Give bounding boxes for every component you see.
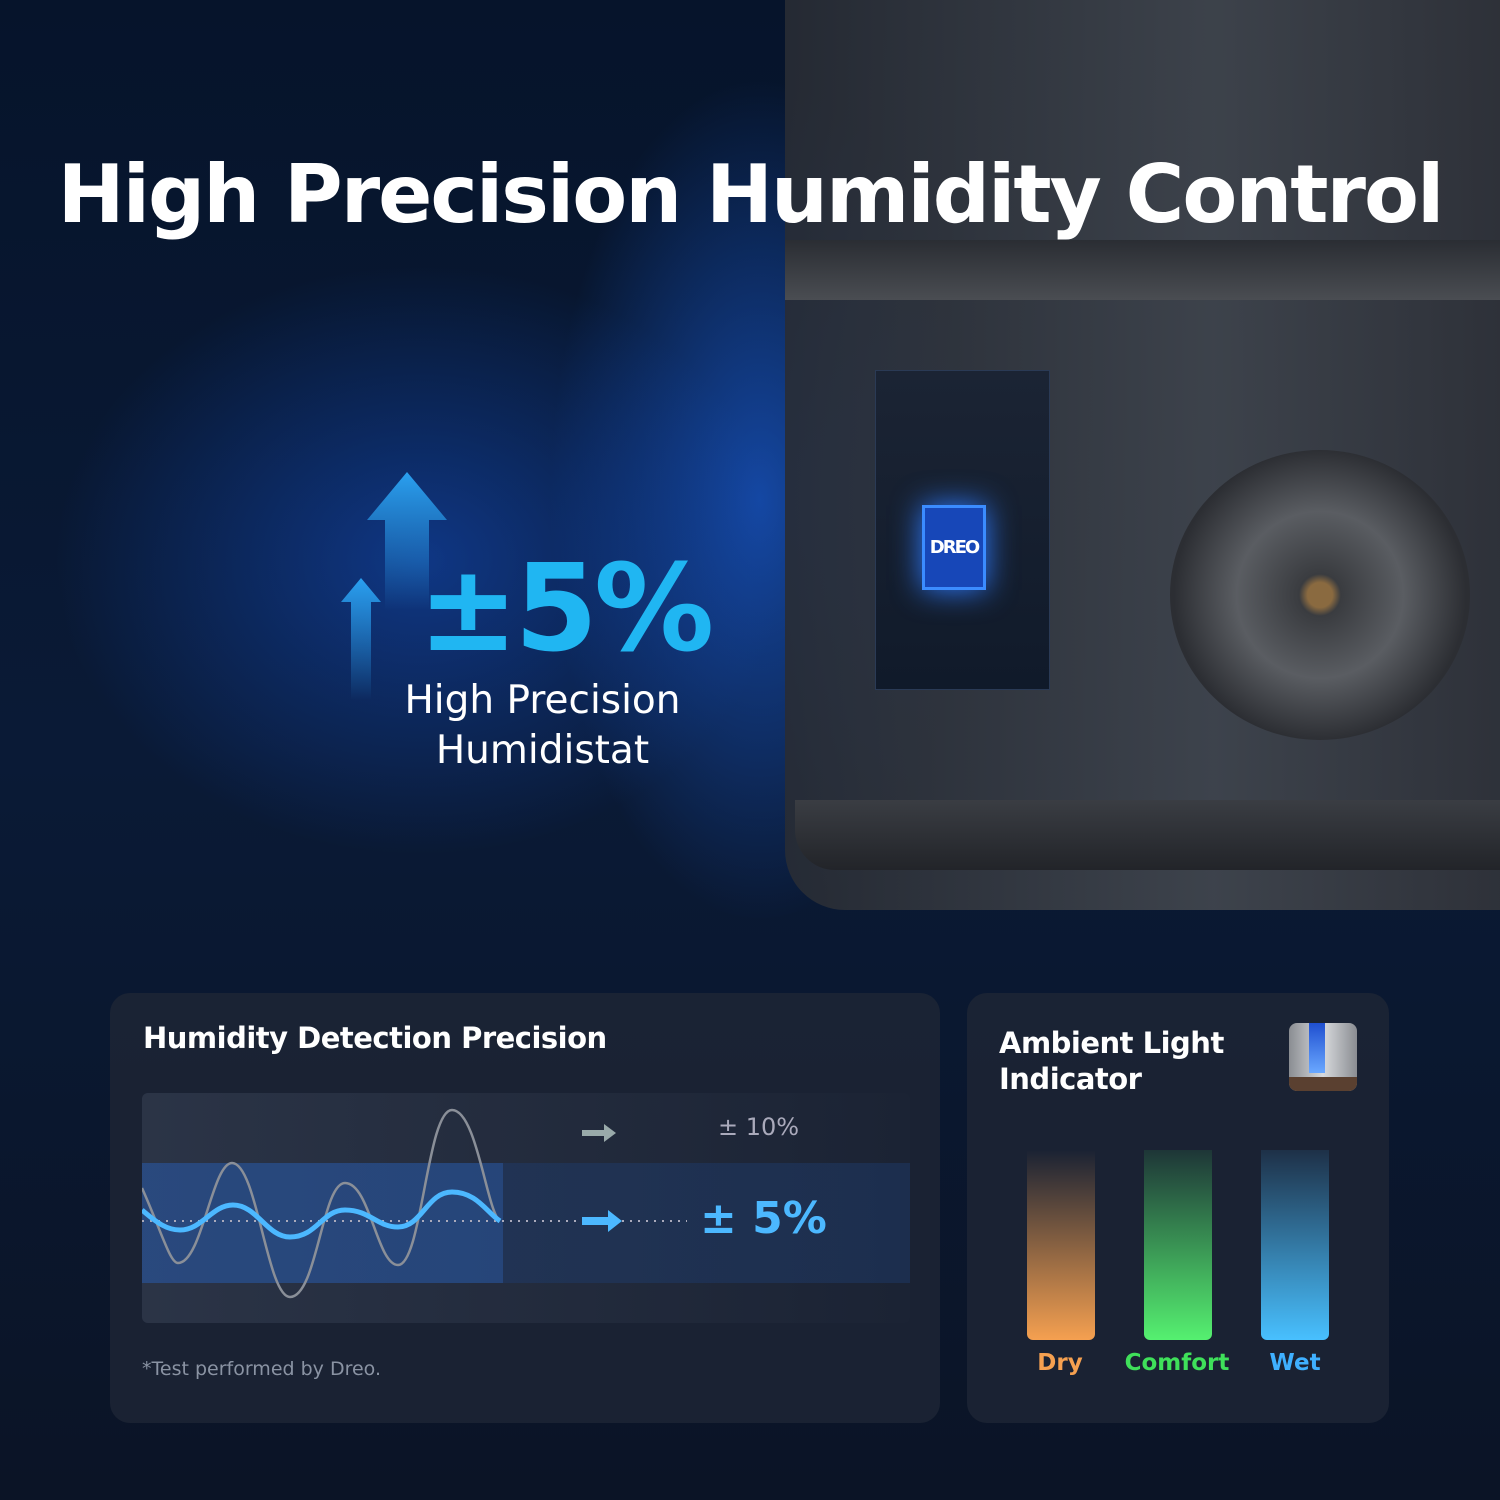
wet-light-bar <box>1261 1150 1329 1340</box>
circuit-board-image <box>875 370 1050 690</box>
precision-card-title: Humidity Detection Precision <box>143 1021 607 1055</box>
precision-label: High Precision Humidistat <box>380 676 705 776</box>
dry-label: Dry <box>1037 1350 1083 1376</box>
typical-tolerance-label: ± 10% <box>718 1113 800 1141</box>
ambient-card-title: Ambient Light Indicator <box>999 1025 1224 1097</box>
arrow-right-icon <box>582 1210 622 1232</box>
precision-chart: ± 10% ± 5% <box>142 1093 910 1323</box>
arrow-right-icon <box>582 1124 616 1142</box>
precision-value: ±5% <box>418 540 714 679</box>
fan-motor-image <box>1170 450 1470 740</box>
dreo-chip-logo: DREO <box>922 505 986 590</box>
title-line-2: Indicator <box>999 1062 1142 1096</box>
comfort-light-bar <box>1144 1150 1212 1340</box>
headline: High Precision Humidity Control <box>57 148 1445 241</box>
dreo-tolerance-label: ± 5% <box>700 1193 827 1244</box>
footnote: *Test performed by Dreo. <box>142 1358 381 1380</box>
up-arrows-icon <box>341 472 447 700</box>
dreo-wave <box>142 1189 502 1240</box>
dry-light-bar <box>1027 1150 1095 1340</box>
comfort-label: Comfort <box>1124 1350 1230 1376</box>
label-line-1: High Precision <box>404 678 681 723</box>
humidifier-thumbnail <box>1289 1023 1357 1091</box>
wave-lines <box>142 1108 687 1299</box>
typical-wave <box>142 1108 501 1299</box>
title-line-1: Ambient Light <box>999 1026 1224 1060</box>
wet-label: Wet <box>1269 1350 1321 1376</box>
precision-card: Humidity Detection Precision ± 10% ± 5% … <box>110 993 940 1423</box>
label-line-2: Humidistat <box>435 728 650 773</box>
